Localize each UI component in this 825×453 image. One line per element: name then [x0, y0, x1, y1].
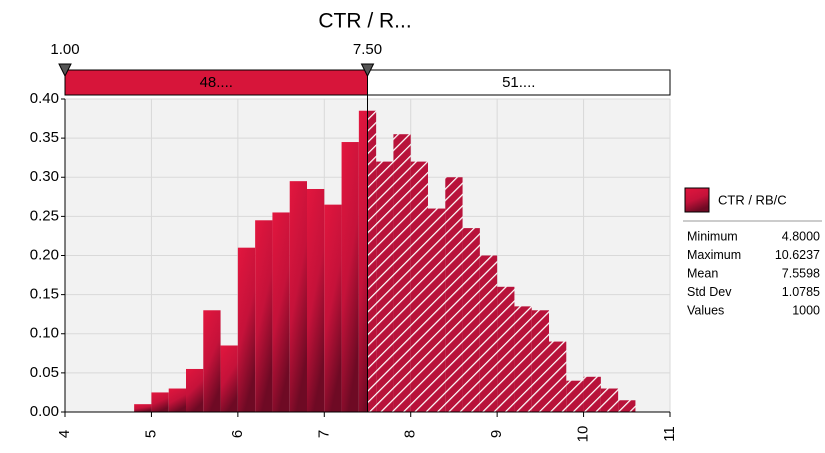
bar-hatched	[566, 380, 584, 412]
stat-name: Std Dev	[687, 285, 732, 299]
legend-swatch	[684, 187, 710, 213]
x-tick-label: 8	[402, 430, 419, 438]
stat-name: Mean	[687, 266, 718, 280]
region-label: 48....	[200, 74, 233, 91]
delimiter-label: 1.00	[50, 41, 79, 58]
stat-value: 1000	[792, 303, 820, 317]
chart-title: CTR / R...	[318, 10, 411, 33]
x-tick-label: 10	[575, 426, 592, 443]
bar-hatched	[462, 228, 480, 412]
y-tick-label: 0.40	[30, 90, 59, 107]
bar	[151, 392, 169, 412]
bar-hatched	[600, 388, 619, 412]
bar	[220, 345, 238, 412]
x-tick-label: 5	[142, 430, 159, 438]
bar-hatched	[367, 110, 377, 413]
x-tick-label: 4	[56, 430, 73, 438]
stat-value: 1.0785	[782, 285, 820, 299]
bar	[358, 110, 368, 413]
y-tick-label: 0.10	[30, 325, 59, 342]
stat-name: Maximum	[687, 248, 741, 262]
y-tick-label: 0.30	[30, 168, 59, 185]
y-tick-label: 0.15	[30, 286, 59, 303]
bar	[272, 212, 290, 412]
legend-label: CTR / RB/C	[718, 192, 787, 207]
delimiter-marker[interactable]	[360, 63, 375, 78]
bar-hatched	[410, 161, 428, 412]
stat-value: 4.8000	[782, 229, 820, 243]
bar	[289, 181, 307, 412]
x-tick-label: 6	[229, 430, 246, 438]
x-tick-label: 9	[488, 430, 505, 438]
bar-hatched	[479, 255, 498, 412]
delimiter-marker[interactable]	[58, 63, 72, 78]
y-tick-label: 0.25	[30, 207, 59, 224]
x-tick-label: 11	[661, 426, 678, 442]
bar	[134, 404, 152, 412]
delimiter-label: 7.50	[353, 41, 382, 58]
bar-hatched	[514, 306, 532, 412]
bar	[237, 247, 256, 412]
y-tick-label: 0.20	[30, 246, 59, 263]
stat-name: Minimum	[687, 229, 738, 243]
stat-name: Values	[687, 303, 724, 317]
region-bar	[367, 69, 671, 96]
region-label: 51....	[502, 74, 535, 91]
stat-value: 7.5598	[782, 266, 820, 280]
y-tick-label: 0.00	[30, 403, 59, 420]
bar-hatched	[393, 134, 411, 412]
region-bar	[64, 69, 368, 96]
x-tick-label: 7	[315, 430, 332, 438]
y-tick-label: 0.05	[30, 364, 59, 381]
bar	[255, 220, 273, 412]
bar-hatched	[428, 208, 446, 412]
bar-hatched	[497, 286, 515, 412]
bar	[203, 310, 221, 412]
bar	[307, 188, 325, 412]
bar-hatched	[549, 341, 567, 412]
bar	[186, 368, 204, 412]
bar	[341, 142, 359, 412]
y-tick-label: 0.35	[30, 129, 59, 146]
stat-value: 10.6237	[775, 248, 820, 262]
bar	[168, 388, 186, 412]
bar-hatched	[445, 177, 463, 412]
bar-hatched	[376, 161, 394, 412]
bar-hatched	[583, 376, 601, 412]
bar-hatched	[618, 400, 636, 412]
bar	[324, 204, 342, 412]
bar-hatched	[531, 310, 549, 412]
